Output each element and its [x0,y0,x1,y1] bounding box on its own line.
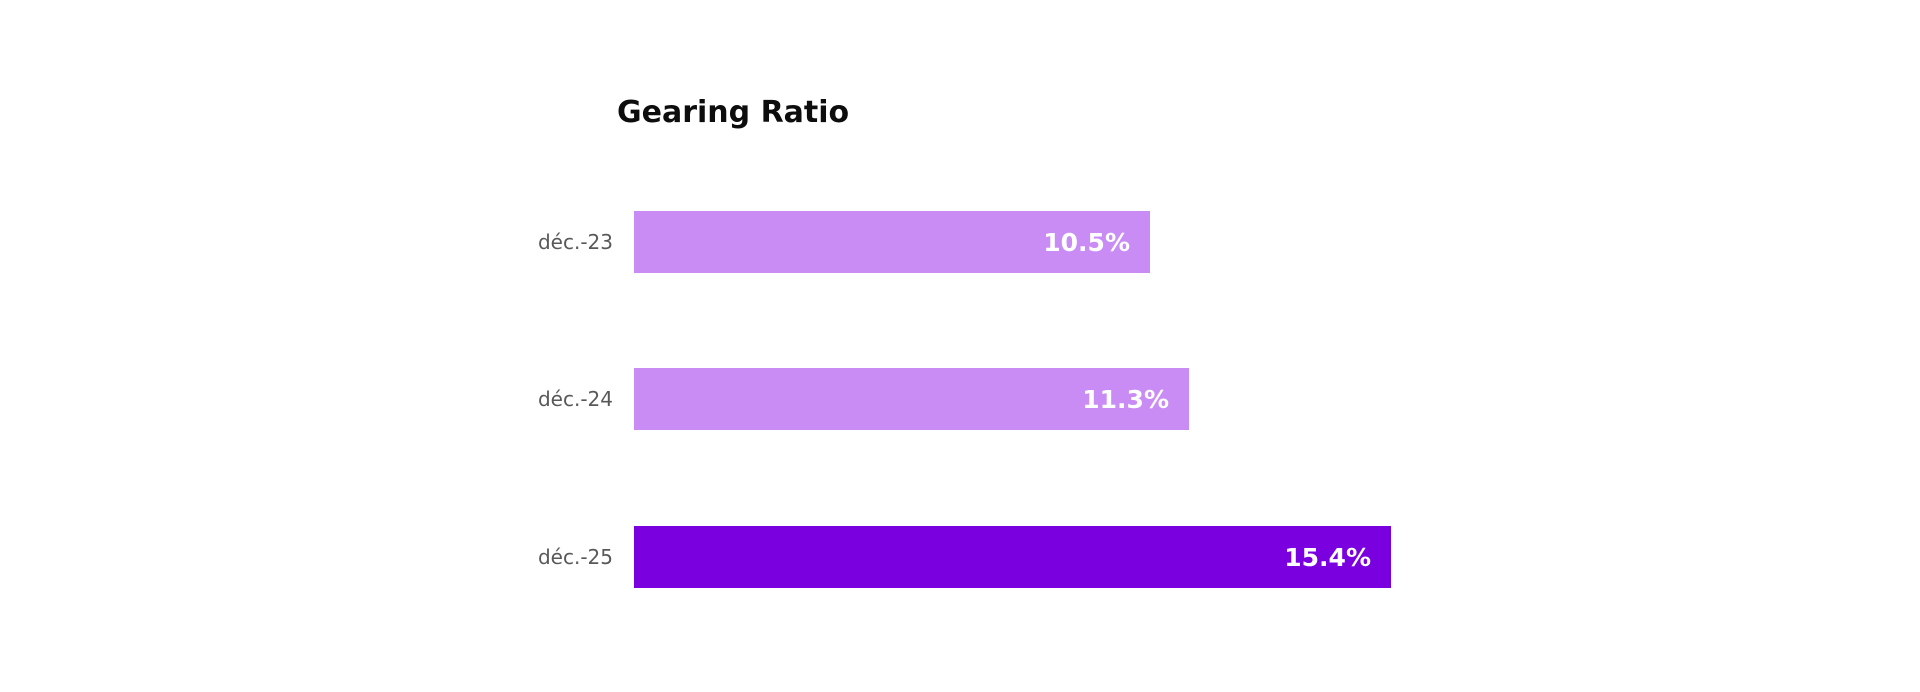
category-label-dec-25: déc.-25 [537,545,613,569]
bar-row-dec-23: déc.-23 10.5% [0,211,1920,273]
bar-value-label-dec-23: 10.5% [1043,227,1130,257]
chart-title: Gearing Ratio [617,95,850,130]
category-label-dec-23: déc.-23 [537,230,613,254]
bar-row-dec-25: déc.-25 15.4% [0,526,1920,588]
bar-dec-24: 11.3% [634,368,1189,430]
bar-dec-23: 10.5% [634,211,1150,273]
bar-value-label-dec-24: 11.3% [1082,384,1169,414]
category-label-dec-24: déc.-24 [537,387,613,411]
bar-value-label-dec-25: 15.4% [1284,542,1371,572]
bar-row-dec-24: déc.-24 11.3% [0,368,1920,430]
bar-dec-25: 15.4% [634,526,1391,588]
